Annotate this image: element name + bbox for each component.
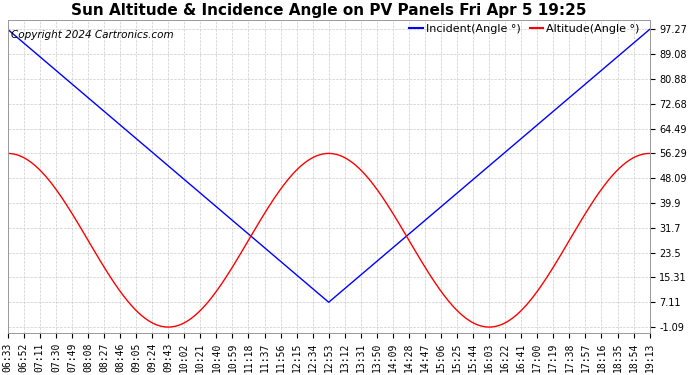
Title: Sun Altitude & Incidence Angle on PV Panels Fri Apr 5 19:25: Sun Altitude & Incidence Angle on PV Pan… — [71, 3, 586, 18]
Text: Copyright 2024 Cartronics.com: Copyright 2024 Cartronics.com — [11, 30, 174, 40]
Legend: Incident(Angle °), Altitude(Angle °): Incident(Angle °), Altitude(Angle °) — [405, 20, 644, 39]
